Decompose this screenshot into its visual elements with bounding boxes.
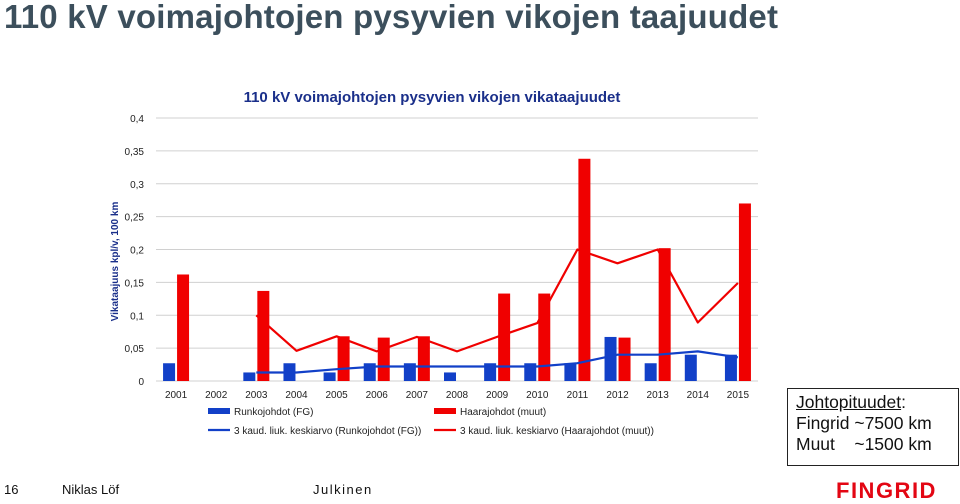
bar-haarajohdot: [618, 337, 631, 381]
y-tick-label: 0,4: [130, 114, 144, 125]
bar-haarajohdot: [257, 290, 270, 381]
y-tick-label: 0,15: [125, 278, 145, 289]
y-tick-label: 0: [138, 377, 144, 388]
x-tick-label: 2002: [205, 390, 228, 401]
y-axis-label: Vikataajuus kpl/v, 100 km: [110, 202, 121, 322]
x-tick-label: 2003: [245, 390, 268, 401]
x-tick-label: 2011: [567, 390, 589, 401]
bar-haarajohdot: [377, 337, 390, 381]
bar-runkojohdot: [684, 354, 697, 381]
x-tick-label: 2009: [486, 390, 509, 401]
bar-runkojohdot: [484, 363, 497, 381]
info-heading-word: Johtopituudet: [796, 392, 902, 412]
bar-runkojohdot: [604, 336, 617, 381]
classification-label: Julkinen: [313, 482, 373, 497]
x-tick-label: 2015: [727, 390, 750, 401]
x-tick-label: 2012: [606, 390, 629, 401]
line-haarajohdot-avg: [255, 248, 739, 353]
bar-haarajohdot: [498, 293, 511, 381]
info-line-fingrid: Fingrid ~7500 km: [796, 413, 932, 433]
bar-haarajohdot: [578, 158, 591, 381]
y-tick-label: 0,1: [130, 311, 144, 322]
bar-haarajohdot: [177, 274, 190, 381]
bar-haarajohdot: [658, 248, 671, 381]
info-heading-colon: :: [901, 392, 906, 412]
slide-title: 110 kV voimajohtojen pysyvien vikojen ta…: [4, 0, 779, 35]
bar-runkojohdot: [163, 363, 176, 381]
legend-runkojohdot-label: Runkojohdot (FG): [234, 407, 313, 418]
bar-runkojohdot: [644, 363, 657, 381]
legend-runkojohdot-avg-label: 3 kaud. liuk. keskiarvo (Runkojohdot (FG…: [234, 426, 421, 437]
x-tick-label: 2013: [647, 390, 670, 401]
y-tick-label: 0,3: [130, 180, 144, 191]
bar-runkojohdot: [403, 363, 416, 381]
x-tick-label: 2004: [285, 390, 308, 401]
y-tick-label: 0,35: [125, 147, 145, 158]
line-length-info-box: Johtopituudet: Fingrid ~7500 km Muut ~15…: [787, 388, 959, 466]
bar-runkojohdot: [564, 363, 577, 381]
author-name: Niklas Löf: [62, 482, 120, 497]
info-heading: Johtopituudet:: [796, 392, 958, 413]
bar-haarajohdot: [738, 203, 751, 381]
legend-runkojohdot-swatch: [208, 408, 230, 414]
bar-runkojohdot: [323, 372, 336, 381]
bar-haarajohdot: [337, 336, 350, 381]
legend-haarajohdot-avg-label: 3 kaud. liuk. keskiarvo (Haarajohdot (mu…: [460, 426, 654, 437]
legend-haarajohdot-swatch: [434, 408, 456, 414]
chart-title: 110 kV voimajohtojen pysyvien vikojen vi…: [244, 89, 621, 106]
y-tick-label: 0,05: [125, 344, 145, 355]
bar-haarajohdot: [417, 336, 430, 381]
y-tick-label: 0,2: [130, 246, 144, 257]
x-tick-label: 2007: [406, 390, 429, 401]
info-line-muut: Muut ~1500 km: [796, 434, 932, 454]
y-tick-label: 0,25: [125, 213, 145, 224]
x-tick-label: 2005: [325, 390, 348, 401]
x-tick-label: 2014: [687, 390, 710, 401]
page-number: 16: [4, 482, 19, 497]
bar-runkojohdot: [724, 354, 737, 381]
bar-haarajohdot: [538, 293, 551, 381]
fingrid-logo: FINGRID: [836, 478, 937, 503]
x-tick-label: 2008: [446, 390, 469, 401]
bar-runkojohdot: [243, 372, 256, 381]
chart-container: 110 kV voimajohtojen pysyvien vikojen vi…: [100, 78, 780, 446]
x-tick-label: 2010: [526, 390, 549, 401]
x-tick-label: 2001: [165, 390, 188, 401]
fault-frequency-chart: 110 kV voimajohtojen pysyvien vikojen vi…: [110, 89, 758, 437]
bar-runkojohdot: [524, 363, 537, 381]
line-runkojohdot-avg: [256, 350, 739, 374]
x-tick-label: 2006: [366, 390, 389, 401]
legend-haarajohdot-label: Haarajohdot (muut): [460, 407, 546, 418]
bar-runkojohdot: [444, 372, 456, 381]
